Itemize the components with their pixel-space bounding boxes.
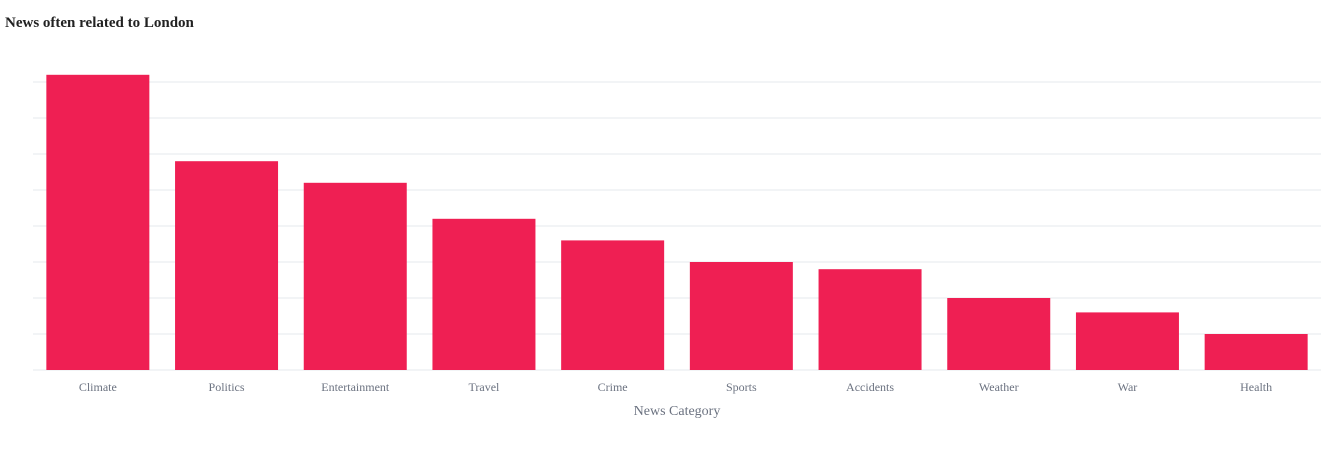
chart-title: News often related to London (5, 15, 194, 31)
bars (46, 74, 1308, 371)
bar-weather[interactable] (947, 298, 1051, 370)
x-tick-label: Entertainment (321, 380, 390, 394)
bar-politics[interactable] (175, 161, 279, 370)
x-tick-label: Health (1240, 380, 1272, 394)
bar-sports[interactable] (689, 262, 793, 370)
bar-crime[interactable] (561, 240, 665, 370)
bar-war[interactable] (1075, 312, 1179, 370)
x-axis-title: News Category (634, 404, 721, 419)
x-tick-label: Weather (979, 380, 1019, 394)
x-tick-label: Accidents (846, 380, 894, 394)
bar-health[interactable] (1204, 334, 1308, 370)
bar-entertainment[interactable] (303, 182, 407, 370)
x-tick-label: Crime (598, 380, 628, 394)
x-tick-label: Travel (469, 380, 501, 394)
bar-accidents[interactable] (818, 269, 922, 370)
gridlines (33, 81, 1321, 371)
x-tick-label: Politics (209, 380, 245, 394)
x-tick-labels: Climate Politics Entertainment Travel Crime S… (79, 380, 1272, 394)
x-tick-label: War (1118, 380, 1138, 394)
x-tick-label: Climate (79, 380, 117, 394)
bar-climate[interactable] (46, 74, 150, 371)
bar-travel[interactable] (432, 218, 536, 370)
x-tick-label: Sports (726, 380, 757, 394)
